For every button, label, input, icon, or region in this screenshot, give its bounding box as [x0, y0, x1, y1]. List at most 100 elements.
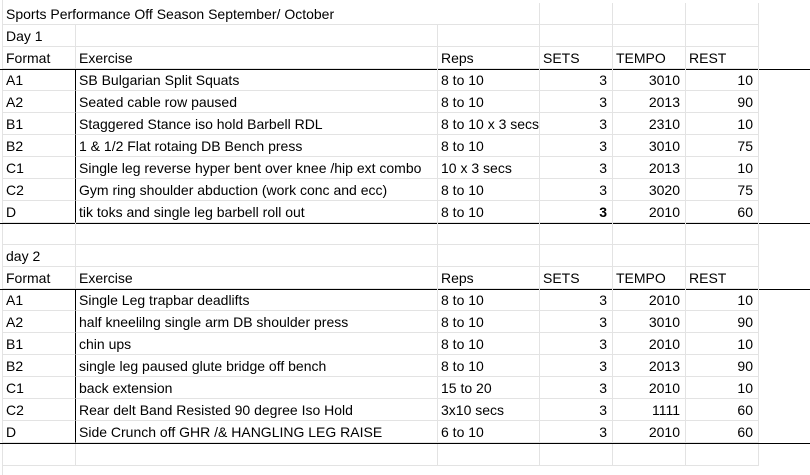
tempo-cell[interactable]: 2010 — [613, 333, 686, 355]
empty-cell[interactable] — [540, 25, 613, 47]
reps-cell[interactable]: 8 to 10 — [438, 289, 540, 311]
empty-cell[interactable] — [438, 245, 540, 267]
header-tempo[interactable]: TEMPO — [613, 267, 686, 289]
header-exercise[interactable]: Exercise — [76, 47, 438, 69]
reps-cell[interactable]: 8 to 10 — [438, 91, 540, 113]
rest-cell[interactable]: 10 — [686, 157, 759, 179]
empty-cell[interactable] — [686, 245, 759, 267]
tempo-cell[interactable]: 2013 — [613, 91, 686, 113]
rest-cell[interactable]: 10 — [686, 377, 759, 399]
empty-cell[interactable] — [76, 444, 438, 466]
empty-cell[interactable] — [438, 25, 540, 47]
empty-cell[interactable] — [3, 444, 76, 466]
exercise-cell[interactable]: SB Bulgarian Split Squats — [76, 69, 438, 91]
tempo-cell[interactable]: 3010 — [613, 311, 686, 333]
sets-cell[interactable]: 3 — [540, 91, 613, 113]
reps-cell[interactable]: 15 to 20 — [438, 377, 540, 399]
format-cell[interactable]: B1 — [3, 113, 76, 135]
rest-cell[interactable]: 10 — [686, 69, 759, 91]
format-cell[interactable]: A1 — [3, 69, 76, 91]
exercise-cell[interactable]: Rear delt Band Resisted 90 degree Iso Ho… — [76, 399, 438, 421]
empty-cell[interactable] — [76, 223, 438, 245]
tempo-cell[interactable]: 2013 — [613, 157, 686, 179]
sets-cell[interactable]: 3 — [540, 201, 613, 223]
reps-cell[interactable]: 8 to 10 — [438, 333, 540, 355]
exercise-cell[interactable]: Single leg reverse hyper bent over knee … — [76, 157, 438, 179]
sets-cell[interactable]: 3 — [540, 311, 613, 333]
reps-cell[interactable]: 10 x 3 secs — [438, 157, 540, 179]
tempo-cell[interactable]: 3010 — [613, 135, 686, 157]
sheet-title[interactable]: Sports Performance Off Season September/… — [3, 3, 443, 25]
sets-cell[interactable]: 3 — [540, 421, 613, 443]
header-sets[interactable]: SETS — [540, 47, 613, 69]
rest-cell[interactable]: 75 — [686, 179, 759, 201]
rest-cell[interactable]: 60 — [686, 421, 759, 443]
exercise-cell[interactable]: Side Crunch off GHR /& HANGLING LEG RAIS… — [76, 421, 438, 443]
empty-cell[interactable] — [540, 3, 613, 25]
header-reps[interactable]: Reps — [438, 267, 540, 289]
sets-cell[interactable]: 3 — [540, 157, 613, 179]
empty-cell[interactable] — [76, 25, 438, 47]
exercise-cell[interactable]: Gym ring shoulder abduction (work conc a… — [76, 179, 438, 201]
empty-cell[interactable] — [686, 223, 759, 245]
exercise-cell[interactable]: Single Leg trapbar deadlifts — [76, 289, 438, 311]
tempo-cell[interactable]: 3020 — [613, 179, 686, 201]
sets-cell[interactable]: 3 — [540, 69, 613, 91]
header-format[interactable]: Format — [3, 47, 76, 69]
sets-cell[interactable]: 3 — [540, 113, 613, 135]
header-tempo[interactable]: TEMPO — [613, 47, 686, 69]
sets-cell[interactable]: 3 — [540, 355, 613, 377]
empty-cell[interactable] — [686, 444, 759, 466]
empty-cell[interactable] — [613, 444, 686, 466]
empty-cell[interactable] — [540, 245, 613, 267]
exercise-cell[interactable]: back extension — [76, 377, 438, 399]
exercise-cell[interactable]: Seated cable row paused — [76, 91, 438, 113]
tempo-cell[interactable]: 2010 — [613, 421, 686, 443]
day2-label[interactable]: day 2 — [3, 245, 76, 267]
exercise-cell[interactable]: single leg paused glute bridge off bench — [76, 355, 438, 377]
sets-cell[interactable]: 3 — [540, 135, 613, 157]
reps-cell[interactable]: 8 to 10 — [438, 179, 540, 201]
reps-cell[interactable]: 8 to 10 — [438, 69, 540, 91]
empty-cell[interactable] — [613, 245, 686, 267]
format-cell[interactable]: B2 — [3, 355, 76, 377]
empty-cell[interactable] — [613, 25, 686, 47]
reps-cell[interactable]: 3x10 secs — [438, 399, 540, 421]
format-cell[interactable]: C1 — [3, 157, 76, 179]
format-cell[interactable]: D — [3, 201, 76, 223]
exercise-cell[interactable]: tik toks and single leg barbell roll out — [76, 201, 438, 223]
tempo-cell[interactable]: 2010 — [613, 289, 686, 311]
format-cell[interactable]: C2 — [3, 399, 76, 421]
rest-cell[interactable]: 90 — [686, 311, 759, 333]
format-cell[interactable]: B2 — [3, 135, 76, 157]
exercise-cell[interactable]: half kneelilng single arm DB shoulder pr… — [76, 311, 438, 333]
format-cell[interactable]: C2 — [3, 179, 76, 201]
tempo-cell[interactable]: 2010 — [613, 377, 686, 399]
empty-cell[interactable] — [438, 3, 540, 25]
header-exercise[interactable]: Exercise — [76, 267, 438, 289]
reps-cell[interactable]: 8 to 10 x 3 secs — [438, 113, 540, 135]
format-cell[interactable]: B1 — [3, 333, 76, 355]
rest-cell[interactable]: 75 — [686, 135, 759, 157]
sets-cell[interactable]: 3 — [540, 333, 613, 355]
sets-cell[interactable]: 3 — [540, 179, 613, 201]
tempo-cell[interactable]: 2013 — [613, 355, 686, 377]
empty-cell[interactable] — [76, 245, 438, 267]
tempo-cell[interactable]: 2310 — [613, 113, 686, 135]
rest-cell[interactable]: 90 — [686, 91, 759, 113]
day1-label[interactable]: Day 1 — [3, 25, 76, 47]
empty-cell[interactable] — [686, 3, 759, 25]
reps-cell[interactable]: 6 to 10 — [438, 421, 540, 443]
empty-cell[interactable] — [613, 223, 686, 245]
tempo-cell[interactable]: 3010 — [613, 69, 686, 91]
empty-cell[interactable] — [3, 223, 76, 245]
format-cell[interactable]: A2 — [3, 311, 76, 333]
format-cell[interactable]: A2 — [3, 91, 76, 113]
exercise-cell[interactable]: chin ups — [76, 333, 438, 355]
sets-cell[interactable]: 3 — [540, 289, 613, 311]
reps-cell[interactable]: 8 to 10 — [438, 311, 540, 333]
header-rest[interactable]: REST — [686, 47, 759, 69]
rest-cell[interactable]: 60 — [686, 399, 759, 421]
exercise-cell[interactable]: 1 & 1/2 Flat rotaing DB Bench press — [76, 135, 438, 157]
rest-cell[interactable]: 10 — [686, 333, 759, 355]
